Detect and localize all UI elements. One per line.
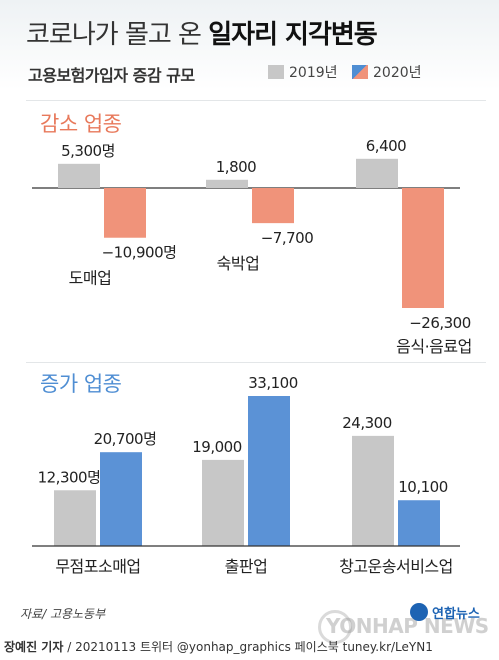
legend-swatch-2020 <box>352 65 368 79</box>
legend-item-2019: 2019년 <box>268 62 338 82</box>
category-label-5: 출판업 <box>225 557 268 576</box>
section-divider <box>26 362 486 363</box>
bar-2019-5 <box>202 459 244 546</box>
watermark-text: YONHAP NEWS <box>326 614 489 638</box>
yonhap-logo: 연합뉴스 <box>410 600 499 624</box>
legend-label-2019: 2019년 <box>289 65 338 81</box>
bar-2020-4 <box>100 452 142 546</box>
chart-subtitle: 고용보험가입자 증감 규모 <box>28 66 195 85</box>
value-label-2020-3: −26,300 <box>409 314 471 332</box>
value-label-2020-1: −10,900명 <box>102 244 177 262</box>
credits-text: / 20210113 트위터 @yonhap_graphics 페이스북 tun… <box>63 640 433 654</box>
value-label-2020-4: 20,700명 <box>94 430 157 448</box>
category-label-4: 무점포소매업 <box>55 557 140 576</box>
value-label-2020-6: 10,100 <box>398 478 448 496</box>
category-label-6: 창고운송서비스업 <box>339 557 453 576</box>
bar-2019-2 <box>206 179 248 188</box>
bar-2020-2 <box>252 188 294 224</box>
logo-text: 연합뉴스 <box>432 606 480 622</box>
title-bold: 일자리 지각변동 <box>208 20 377 50</box>
bar-2019-3 <box>356 158 398 188</box>
section-title-decrease: 감소 업종 <box>40 112 122 136</box>
section-title-increase: 증가 업종 <box>40 372 122 396</box>
legend-label-2020: 2020년 <box>373 65 422 81</box>
legend-item-2020: 2020년 <box>352 62 422 82</box>
bar-2020-6 <box>398 500 440 546</box>
header-divider <box>26 100 486 101</box>
value-label-2019-5: 19,000 <box>192 438 242 456</box>
bar-2020-3 <box>402 188 444 308</box>
value-label-2019-6: 24,300 <box>342 414 392 432</box>
watermark-logo <box>318 610 352 644</box>
credits-line: 장예진 기자 / 20210113 트위터 @yonhap_graphics 페… <box>4 638 433 655</box>
bar-2020-5 <box>248 396 290 546</box>
page-title: 코로나가 몰고 온 일자리 지각변동 <box>26 14 378 51</box>
source-note: 자료/ 고용노동부 <box>20 607 106 621</box>
reporter-name: 장예진 기자 <box>4 640 64 654</box>
value-label-2019-4: 12,300명 <box>38 468 101 486</box>
value-label-2019-3: 6,400 <box>366 137 406 155</box>
bar-2019-6 <box>352 435 394 546</box>
value-label-2020-2: −7,700 <box>261 229 314 247</box>
bar-2019-4 <box>54 490 96 546</box>
category-label-3: 음식·음료업 <box>396 337 472 356</box>
value-label-2019-2: 1,800 <box>216 158 256 176</box>
value-label-2019-1: 5,300명 <box>61 142 115 160</box>
logo-icon <box>410 603 428 621</box>
value-label-2020-5: 33,100 <box>248 374 298 392</box>
bar-2019-1 <box>58 163 100 188</box>
legend-swatch-2019 <box>268 65 284 79</box>
title-plain: 코로나가 몰고 온 <box>26 20 209 50</box>
category-label-1: 도매업 <box>69 269 112 288</box>
bar-2020-1 <box>104 188 146 238</box>
category-label-2: 숙박업 <box>217 254 260 273</box>
